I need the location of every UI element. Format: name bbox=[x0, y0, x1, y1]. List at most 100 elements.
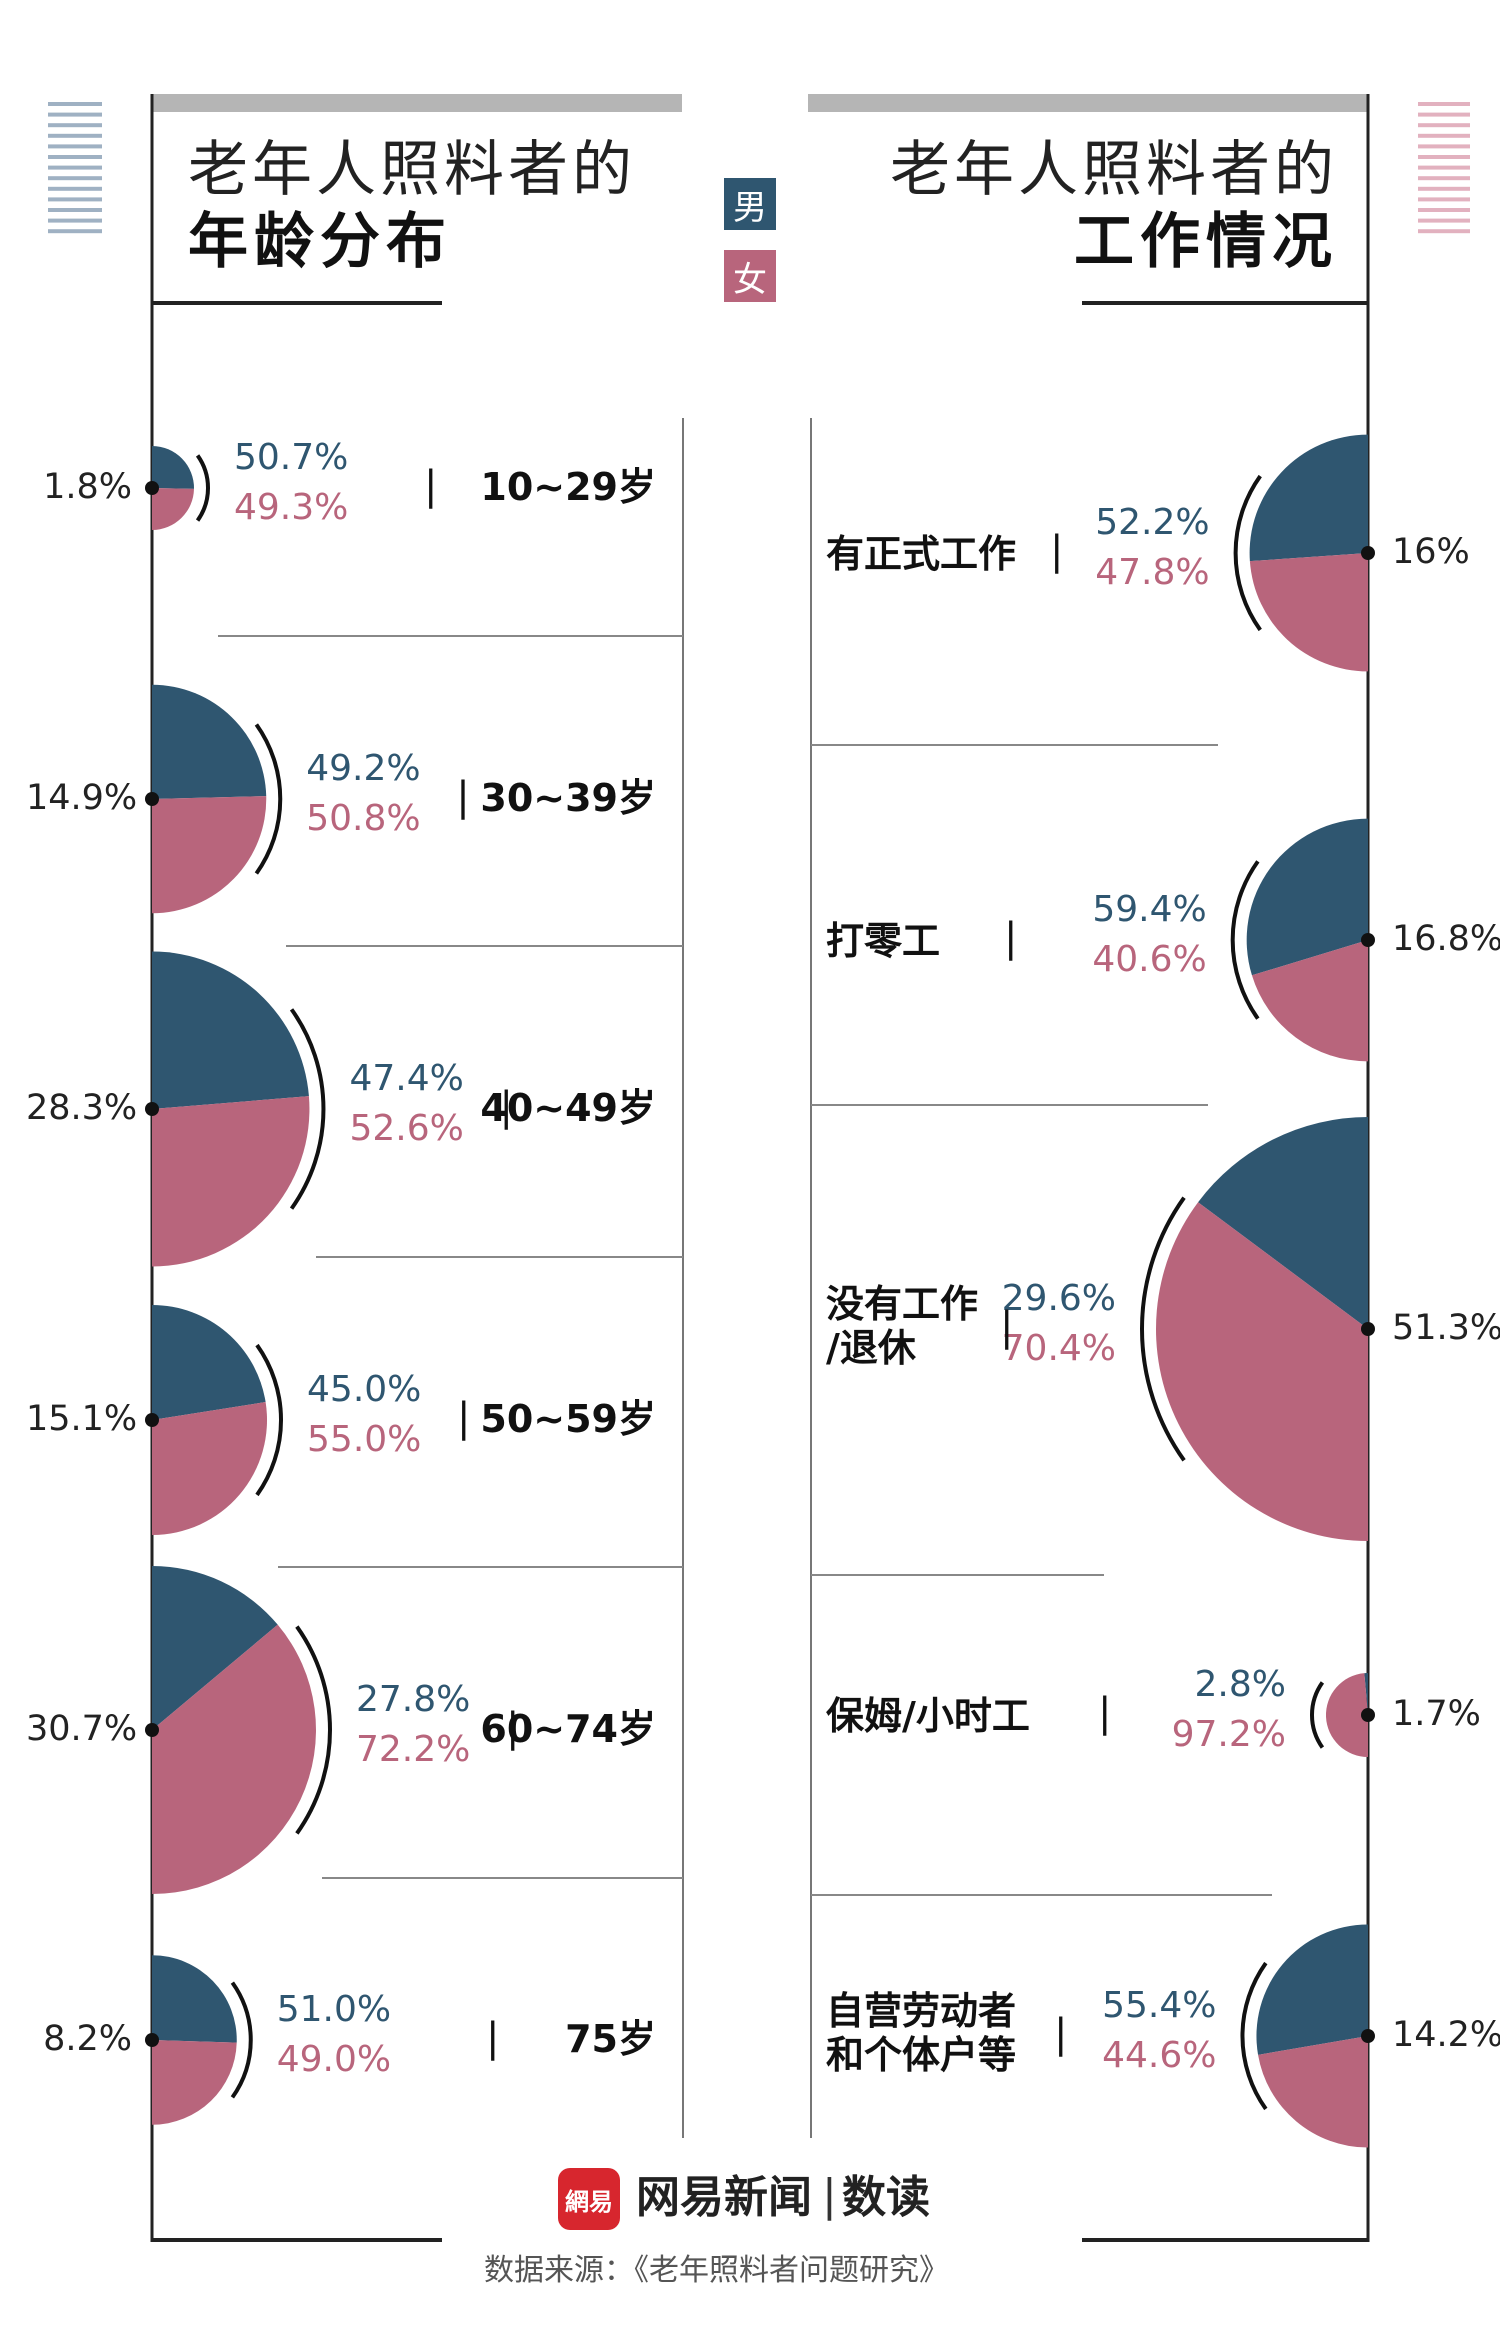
bracket-mark bbox=[1240, 1961, 1268, 2111]
female-percent: 44.6% bbox=[1102, 2035, 1217, 2076]
stripe-blue bbox=[48, 165, 102, 170]
male-percent: 45.0% bbox=[307, 1369, 422, 1410]
pie-anchor-dot bbox=[145, 481, 159, 495]
male-percent: 51.0% bbox=[276, 1989, 392, 2030]
category-label: 75岁 bbox=[565, 2017, 656, 2061]
brand-sub: 数读 bbox=[842, 2172, 930, 2223]
stripe-blue bbox=[48, 197, 102, 202]
pie-slice-male bbox=[152, 1566, 278, 1730]
share-label: 28.3% bbox=[26, 1088, 138, 1128]
pie-slice-female bbox=[1325, 1673, 1368, 1758]
label-separator: | bbox=[456, 774, 470, 820]
female-percent: 72.2% bbox=[356, 1729, 471, 1770]
stripe-pink bbox=[1418, 208, 1470, 212]
category-label: 10~29岁 bbox=[480, 465, 656, 509]
legend-male: 男 bbox=[724, 178, 776, 230]
pie-slice-female bbox=[152, 2040, 237, 2125]
stripe-pink bbox=[1418, 186, 1470, 191]
pie-anchor-dot bbox=[1361, 2029, 1375, 2043]
pie-slice-female bbox=[152, 488, 194, 530]
stripe-pink bbox=[1418, 176, 1470, 181]
label-separator: | bbox=[486, 2015, 500, 2061]
stripe-pink bbox=[1418, 144, 1470, 149]
male-percent: 55.4% bbox=[1102, 1985, 1217, 2026]
male-percent: 2.8% bbox=[1194, 1664, 1286, 1705]
share-label: 14.2% bbox=[1392, 2015, 1500, 2055]
share-label: 14.9% bbox=[26, 778, 138, 818]
label-separator: | bbox=[457, 1395, 471, 1441]
share-label: 16% bbox=[1392, 532, 1470, 572]
stripe-pink bbox=[1418, 155, 1470, 159]
female-percent: 70.4% bbox=[1001, 1328, 1117, 1369]
stripe-blue bbox=[48, 218, 102, 223]
male-percent: 47.4% bbox=[349, 1058, 464, 1099]
stripe-pink bbox=[1418, 133, 1470, 138]
male-percent: 50.7% bbox=[234, 437, 349, 478]
share-label: 1.7% bbox=[1392, 1694, 1481, 1734]
stripe-pink bbox=[1418, 112, 1470, 117]
pie-slice-male bbox=[1256, 1924, 1368, 2055]
pie-anchor-dot bbox=[1361, 933, 1375, 947]
male-percent: 29.6% bbox=[1001, 1278, 1117, 1319]
stripe-blue bbox=[48, 229, 102, 234]
pie-slice-male bbox=[152, 446, 195, 489]
pie-anchor-dot bbox=[145, 1723, 159, 1737]
bracket-mark bbox=[230, 1981, 253, 2099]
pie-anchor-dot bbox=[145, 792, 159, 806]
bracket-mark bbox=[1309, 1681, 1325, 1749]
pie-anchor-dot bbox=[1361, 1708, 1375, 1722]
female-percent: 55.0% bbox=[307, 1419, 422, 1460]
bracket-mark bbox=[255, 1343, 283, 1497]
stripe-pink bbox=[1418, 102, 1470, 106]
pie-anchor-dot bbox=[145, 1413, 159, 1427]
bracket-mark bbox=[1230, 860, 1260, 1020]
label-separator: | bbox=[424, 463, 438, 509]
pie-slice-female bbox=[152, 1096, 310, 1267]
left-top-bar bbox=[152, 94, 682, 112]
female-percent: 47.8% bbox=[1095, 552, 1210, 593]
female-percent: 49.3% bbox=[234, 487, 349, 528]
stripe-blue bbox=[48, 155, 102, 159]
bracket-mark bbox=[295, 1625, 332, 1835]
stripe-pink bbox=[1418, 123, 1470, 128]
category-label: 30~39岁 bbox=[480, 776, 656, 820]
category-label: 没有工作 /退休 bbox=[826, 1282, 979, 1370]
stripe-blue bbox=[48, 123, 102, 128]
label-separator: | bbox=[506, 1705, 520, 1751]
stripe-pink bbox=[1418, 229, 1470, 234]
pie-slice-male bbox=[1198, 1117, 1368, 1329]
label-separator: | bbox=[1098, 1690, 1112, 1736]
stripe-blue bbox=[48, 133, 102, 138]
brand-separator: | bbox=[822, 2170, 837, 2221]
share-label: 51.3% bbox=[1392, 1308, 1500, 1348]
category-label: 40~49岁 bbox=[480, 1086, 656, 1130]
label-separator: | bbox=[1050, 528, 1064, 574]
pie-slice-female bbox=[152, 796, 267, 914]
female-percent: 49.0% bbox=[276, 2039, 392, 2080]
pie-anchor-dot bbox=[1361, 546, 1375, 560]
category-label: 有正式工作 bbox=[826, 532, 1017, 576]
female-percent: 50.8% bbox=[306, 798, 421, 839]
brand-name: 网易新闻 bbox=[636, 2172, 812, 2223]
male-percent: 49.2% bbox=[306, 748, 421, 789]
pie-slice-male bbox=[152, 951, 309, 1109]
female-percent: 52.6% bbox=[349, 1108, 464, 1149]
pie-anchor-dot bbox=[145, 1102, 159, 1116]
pie-slice-female bbox=[1251, 940, 1368, 1062]
share-label: 8.2% bbox=[43, 2019, 132, 2059]
share-label: 15.1% bbox=[26, 1399, 138, 1439]
left-title-line1: 老年人照料者的 bbox=[188, 135, 636, 205]
category-label: 自营劳动者 和个体户等 bbox=[826, 1989, 1017, 2077]
pie-slice-female bbox=[1249, 553, 1368, 672]
bracket-mark bbox=[195, 454, 211, 522]
label-separator: | bbox=[1000, 1304, 1014, 1350]
share-label: 30.7% bbox=[26, 1709, 138, 1749]
female-percent: 40.6% bbox=[1092, 939, 1207, 980]
bracket-mark bbox=[1140, 1196, 1186, 1462]
bracket-mark bbox=[254, 723, 283, 875]
stripe-blue bbox=[48, 112, 102, 117]
pie-slice-female bbox=[1258, 2036, 1368, 2148]
right-title-line2: 工作情况 bbox=[1074, 207, 1338, 277]
female-percent: 97.2% bbox=[1171, 1714, 1286, 1755]
